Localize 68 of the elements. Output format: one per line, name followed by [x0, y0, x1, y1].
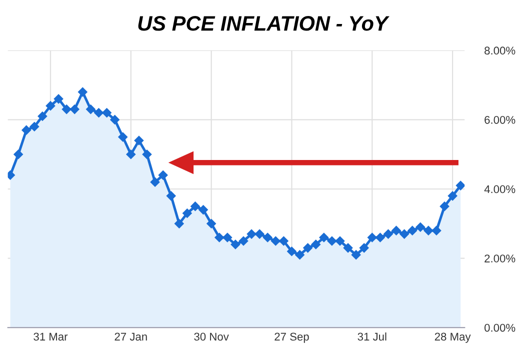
point: [440, 202, 450, 211]
point: [62, 104, 72, 114]
point: [126, 150, 136, 159]
point: [158, 170, 168, 180]
chart-title: US PCE INFLATION - YoY: [138, 16, 390, 31]
point: [319, 232, 329, 242]
point: [376, 232, 385, 242]
point: [384, 229, 393, 239]
point: [416, 222, 426, 232]
point: [134, 136, 144, 146]
point: [198, 205, 208, 214]
x-tick-label: 31 Jul: [358, 332, 386, 341]
point: [118, 132, 128, 142]
point: [311, 240, 320, 250]
point: [54, 94, 64, 104]
point: [456, 180, 465, 190]
point: [254, 229, 264, 239]
point: [230, 240, 240, 250]
point: [94, 108, 104, 118]
point: [238, 236, 248, 246]
x-tick-label: 30 Nov: [194, 332, 229, 341]
point: [86, 104, 96, 114]
x-tick-label: 31 Mar: [34, 332, 68, 341]
point: [166, 191, 176, 201]
point: [408, 226, 417, 236]
point: [279, 236, 288, 246]
point: [303, 243, 312, 253]
y-tick-label: 6.00%: [484, 116, 516, 124]
point: [222, 232, 232, 242]
point: [368, 232, 377, 242]
y-tick-label: 8.00%: [484, 46, 516, 55]
point: [38, 112, 48, 121]
point: [351, 250, 361, 260]
point: [142, 150, 152, 159]
point: [432, 226, 442, 236]
point: [327, 236, 337, 246]
x-tick-label: 27 Sep: [274, 332, 309, 343]
x-tick-label: 27 Jan: [114, 332, 147, 341]
point: [46, 101, 56, 110]
point: [70, 104, 80, 114]
point: [287, 246, 296, 256]
point: [424, 226, 434, 236]
point: [102, 108, 112, 118]
point: [182, 208, 192, 218]
y-tick-label: 2.00%: [484, 254, 516, 262]
point: [22, 125, 31, 135]
point: [150, 177, 160, 187]
point: [78, 87, 88, 97]
point: [174, 219, 184, 228]
point: [206, 219, 216, 228]
y-tick-label: 4.00%: [484, 185, 516, 194]
point: [190, 202, 200, 211]
point: [400, 229, 409, 239]
y-tick-label: 0.00%: [484, 324, 516, 332]
point: [246, 229, 256, 239]
point: [271, 236, 280, 246]
point: [359, 243, 369, 253]
point: [343, 243, 353, 253]
point: [295, 250, 304, 260]
point: [262, 232, 272, 242]
point: [392, 226, 401, 236]
point: [448, 191, 458, 201]
x-tick-label: 28 May: [434, 332, 471, 343]
point: [335, 236, 345, 246]
point: [214, 232, 224, 242]
point: [14, 150, 23, 159]
point: [110, 115, 120, 124]
point: [30, 122, 40, 132]
